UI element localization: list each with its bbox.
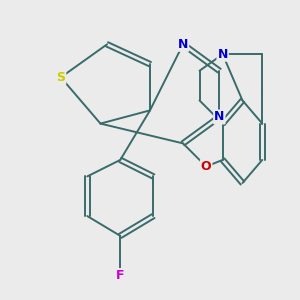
Text: N: N (218, 48, 228, 61)
Text: O: O (201, 160, 212, 173)
Text: N: N (178, 38, 188, 51)
Text: F: F (116, 269, 124, 282)
Text: S: S (56, 71, 65, 84)
Text: N: N (214, 110, 224, 124)
